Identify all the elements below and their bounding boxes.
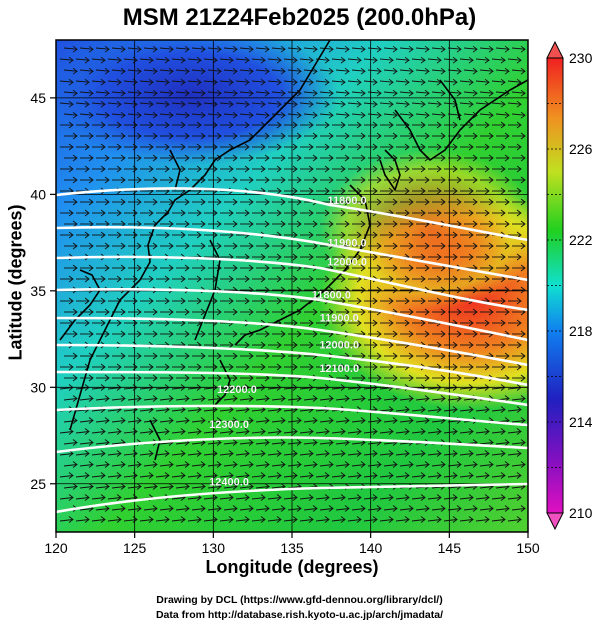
x-tick-label: 120 [44, 540, 68, 556]
y-tick-label: 45 [30, 90, 46, 106]
x-axis-label: Longitude (degrees) [205, 557, 379, 577]
x-axis: 120 125 130 135 140 145 150 [44, 532, 540, 556]
colorbar-tick-label: 226 [569, 141, 593, 157]
map-title: MSM 21Z24Feb2025 (200.0hPa) [122, 4, 477, 31]
y-axis-label: Latitude (degrees) [5, 204, 26, 361]
contour-label: 12000.0 [327, 257, 367, 269]
x-tick-label: 150 [516, 540, 540, 556]
x-tick-label: 130 [202, 540, 226, 556]
y-tick-label: 30 [30, 379, 46, 395]
y-tick-label: 25 [30, 476, 46, 492]
colorbar-tick-label: 210 [569, 505, 593, 521]
gridlines [56, 40, 528, 532]
x-tick-label: 135 [280, 540, 304, 556]
x-tick-label: 140 [359, 540, 383, 556]
colorbar-tick-label: 218 [569, 323, 593, 339]
colorbar: 210 214 218 222 226 230 [546, 40, 593, 531]
contour-label: 12000.0 [319, 340, 359, 352]
colorbar-bottom-arrow [546, 512, 564, 531]
x-tick-label: 125 [123, 540, 147, 556]
contour-label: 11800.0 [327, 195, 366, 207]
y-axis: 25 30 35 40 45 [30, 90, 56, 492]
height-contours [56, 187, 528, 514]
colorbar-ticks: 210 214 218 222 226 230 [547, 50, 593, 521]
y-tick-label: 40 [30, 186, 46, 202]
colorbar-tick-label: 222 [569, 232, 593, 248]
colorbar-tick-label: 214 [569, 414, 593, 430]
credit-data: Data from http://database.rish.kyoto-u.a… [155, 609, 444, 621]
x-tick-label: 145 [438, 540, 462, 556]
contour-label: 11900.0 [327, 237, 366, 249]
contour-labels: 11800.0 11900.0 12000.0 11800.0 11900.0 12000… [209, 195, 367, 489]
y-tick-label: 35 [30, 283, 46, 299]
contour-label: 12100.0 [319, 363, 359, 375]
coastlines [59, 40, 528, 461]
colorbar-top-arrow [546, 40, 564, 59]
contour-label: 11900.0 [320, 313, 359, 325]
contour-label: 12200.0 [217, 384, 257, 396]
credit-drawing: Drawing by DCL (https://www.gfd-dennou.o… [156, 594, 443, 606]
contour-label: 12400.0 [209, 477, 249, 489]
colorbar-tick-label: 230 [569, 50, 593, 66]
warm-region-2 [320, 150, 528, 310]
contour-label: 12300.0 [209, 419, 249, 431]
contour-label: 11800.0 [312, 290, 351, 302]
wind-vectors [59, 45, 526, 523]
